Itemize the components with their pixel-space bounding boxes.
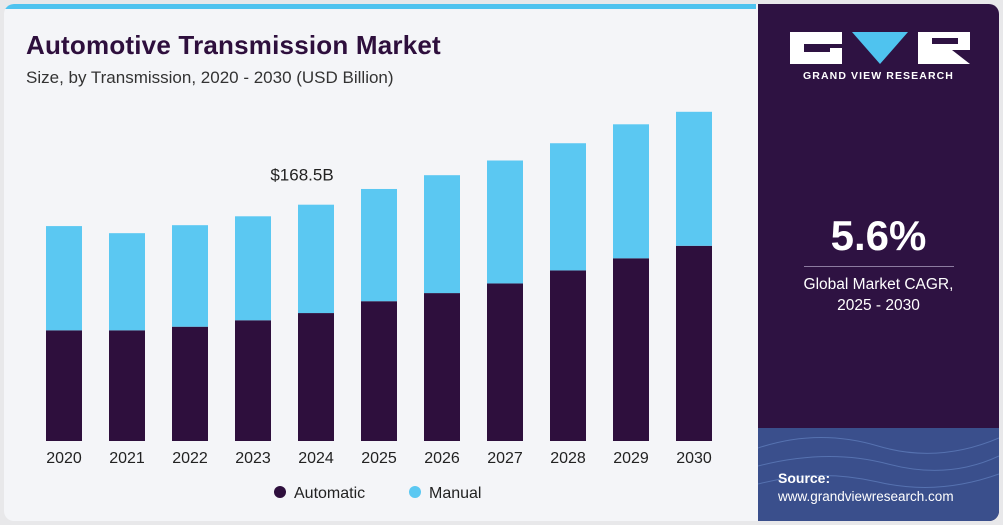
sidebar-panel: GRAND VIEW RESEARCH 5.6% Global Market C…: [758, 4, 999, 521]
x-tick-label: 2020: [46, 450, 82, 467]
bar-manual-2023: [235, 216, 271, 321]
bar-manual-2029: [613, 124, 649, 259]
bar-manual-2028: [550, 143, 586, 271]
bar-automatic-2026: [424, 293, 460, 441]
legend-label-automatic: Automatic: [294, 485, 365, 502]
bar-manual-2021: [109, 233, 145, 331]
bar-automatic-2024: [298, 313, 334, 441]
bar-automatic-2020: [46, 330, 82, 441]
cagr-label-line1: Global Market CAGR,: [803, 276, 954, 293]
x-tick-label: 2028: [550, 450, 586, 467]
legend-marker-automatic: [274, 486, 286, 498]
source-band: [758, 428, 999, 521]
value-annotation: $168.5B: [270, 166, 333, 185]
bar-automatic-2027: [487, 283, 523, 441]
bar-manual-2025: [361, 188, 397, 302]
x-tick-label: 2024: [298, 450, 334, 467]
bar-automatic-2023: [235, 320, 271, 441]
bar-manual-2026: [424, 175, 460, 294]
x-tick-label: 2021: [109, 450, 145, 467]
infographic-card: Automotive Transmission Market Size, by …: [4, 4, 999, 521]
chart-subtitle: Size, by Transmission, 2020 - 2030 (USD …: [26, 68, 394, 87]
bar-manual-2027: [487, 160, 523, 284]
bar-manual-2020: [46, 226, 82, 331]
cagr-value: 5.6%: [830, 212, 927, 259]
bar-manual-2022: [172, 225, 208, 327]
grand-view-research-logo: [790, 32, 970, 64]
bar-manual-2030: [676, 111, 712, 246]
brand-name: GRAND VIEW RESEARCH: [803, 70, 954, 82]
legend-label-manual: Manual: [429, 485, 481, 502]
bar-automatic-2025: [361, 301, 397, 441]
bar-automatic-2030: [676, 245, 712, 441]
bar-manual-2024: [298, 204, 334, 314]
source-url[interactable]: www.grandviewresearch.com: [778, 489, 954, 504]
decorative-wave-pattern: [758, 437, 999, 488]
x-tick-label: 2022: [172, 450, 208, 467]
divider: [804, 266, 954, 267]
accent-bar: [4, 4, 756, 9]
legend-marker-manual: [409, 486, 421, 498]
x-tick-label: 2023: [235, 450, 271, 467]
chart-title: Automotive Transmission Market: [26, 30, 441, 60]
bar-automatic-2029: [613, 258, 649, 441]
bar-automatic-2028: [550, 270, 586, 441]
x-tick-label: 2030: [676, 450, 712, 467]
x-tick-label: 2026: [424, 450, 460, 467]
x-tick-label: 2025: [361, 450, 397, 467]
stacked-bar-chart: 2020 2021 2022 2023 2024 2025 2026 2027 2028 2029…: [46, 111, 712, 502]
cagr-label: Global Market CAGR, 2025 - 2030: [758, 274, 999, 316]
cagr-label-line2: 2025 - 2030: [837, 297, 920, 314]
x-tick-label: 2027: [487, 450, 523, 467]
bar-automatic-2022: [172, 326, 208, 441]
x-tick-label: 2029: [613, 450, 649, 467]
bar-automatic-2021: [109, 330, 145, 441]
source-title: Source:: [778, 470, 831, 486]
